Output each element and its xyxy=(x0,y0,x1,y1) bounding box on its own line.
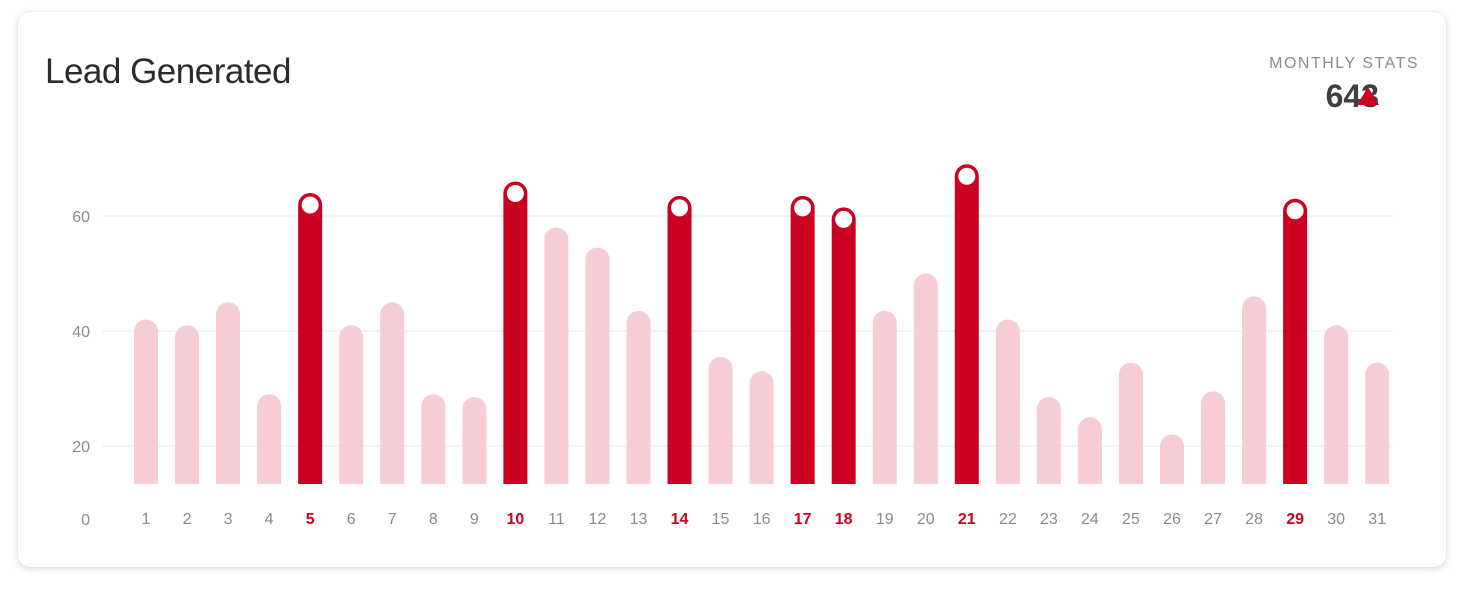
x-tick-label-8: 8 xyxy=(429,511,438,528)
x-tick-label-24: 24 xyxy=(1081,511,1099,528)
bar-day-14[interactable] xyxy=(667,195,692,485)
bar-day-25[interactable] xyxy=(1118,362,1143,484)
x-tick-label-6: 6 xyxy=(347,511,356,528)
y-tick-label-60: 60 xyxy=(72,209,90,226)
x-tick-label-3: 3 xyxy=(224,511,233,528)
x-tick-label-16: 16 xyxy=(753,511,771,528)
triangle-up-icon xyxy=(1357,87,1379,105)
x-tick-label-19: 19 xyxy=(876,511,894,528)
bar-marker-day-17 xyxy=(792,197,814,219)
x-tick-label-27: 27 xyxy=(1204,511,1222,528)
bar-day-6[interactable] xyxy=(339,325,364,484)
bar-day-26[interactable] xyxy=(1160,434,1184,484)
bar-day-21[interactable] xyxy=(954,164,979,484)
y-tick-label-20: 20 xyxy=(72,439,90,456)
bar-day-3[interactable] xyxy=(216,302,241,484)
bar-day-10[interactable] xyxy=(503,181,528,485)
bar-marker-day-18 xyxy=(833,208,855,230)
bar-day-19[interactable] xyxy=(872,310,897,484)
x-tick-label-18: 18 xyxy=(835,511,853,528)
x-tick-label-4: 4 xyxy=(265,511,274,528)
x-tick-label-12: 12 xyxy=(589,511,607,528)
x-tick-label-11: 11 xyxy=(548,511,565,528)
x-tick-label-29: 29 xyxy=(1286,511,1304,528)
x-tick-label-14: 14 xyxy=(671,511,689,528)
x-tick-label-13: 13 xyxy=(630,511,648,528)
bar-day-4[interactable] xyxy=(257,394,282,484)
bar-marker-day-5 xyxy=(299,194,321,216)
x-tick-label-26: 26 xyxy=(1163,511,1181,528)
bar-day-15[interactable] xyxy=(708,356,733,484)
bar-day-1[interactable] xyxy=(134,319,158,485)
x-tick-label-7: 7 xyxy=(388,511,397,528)
bar-day-17[interactable] xyxy=(790,195,815,485)
x-tick-label-21: 21 xyxy=(958,511,976,528)
x-tick-label-2: 2 xyxy=(183,511,192,528)
x-tick-label-10: 10 xyxy=(506,511,524,528)
y-tick-label-40: 40 xyxy=(72,324,90,341)
bar-day-7[interactable] xyxy=(380,302,405,484)
bar-day-12[interactable] xyxy=(585,247,610,484)
bar-day-2[interactable] xyxy=(175,325,200,484)
bar-day-30[interactable] xyxy=(1324,325,1349,484)
x-tick-label-30: 30 xyxy=(1327,511,1345,528)
bar-day-5[interactable] xyxy=(298,193,323,484)
x-tick-label-17: 17 xyxy=(794,511,812,528)
monthly-stats-label: MONTHLY STATS xyxy=(1269,55,1419,72)
x-tick-label-25: 25 xyxy=(1122,511,1140,528)
x-tick-label-1: 1 xyxy=(142,511,151,528)
bar-day-18[interactable] xyxy=(831,207,856,484)
bar-marker-day-21 xyxy=(956,165,978,187)
bar-day-11[interactable] xyxy=(544,227,569,485)
x-tick-label-9: 9 xyxy=(470,511,479,528)
x-tick-label-23: 23 xyxy=(1040,511,1058,528)
bar-day-8[interactable] xyxy=(421,394,446,484)
bar-marker-day-14 xyxy=(669,197,691,219)
bar-day-13[interactable] xyxy=(626,310,651,484)
card-title: Lead Generated xyxy=(45,52,291,91)
bar-day-23[interactable] xyxy=(1036,397,1061,484)
x-tick-label-5: 5 xyxy=(306,511,315,528)
bar-day-9[interactable] xyxy=(462,397,487,484)
bar-marker-day-29 xyxy=(1284,200,1306,222)
x-tick-label-31: 31 xyxy=(1368,511,1386,528)
x-tick-label-28: 28 xyxy=(1245,511,1263,528)
bar-day-24[interactable] xyxy=(1077,417,1102,484)
x-tick-label-20: 20 xyxy=(917,511,935,528)
bar-day-22[interactable] xyxy=(995,319,1020,485)
bar-day-28[interactable] xyxy=(1242,296,1267,485)
bar-marker-day-10 xyxy=(504,183,526,204)
bar-day-27[interactable] xyxy=(1201,391,1226,484)
y-tick-label-0: 0 xyxy=(81,512,90,529)
bar-day-29[interactable] xyxy=(1283,198,1308,484)
bar-day-20[interactable] xyxy=(913,273,938,485)
bar-day-16[interactable] xyxy=(749,371,774,484)
x-tick-label-22: 22 xyxy=(999,511,1017,528)
x-tick-label-15: 15 xyxy=(712,511,730,528)
bar-day-31[interactable] xyxy=(1365,362,1390,484)
